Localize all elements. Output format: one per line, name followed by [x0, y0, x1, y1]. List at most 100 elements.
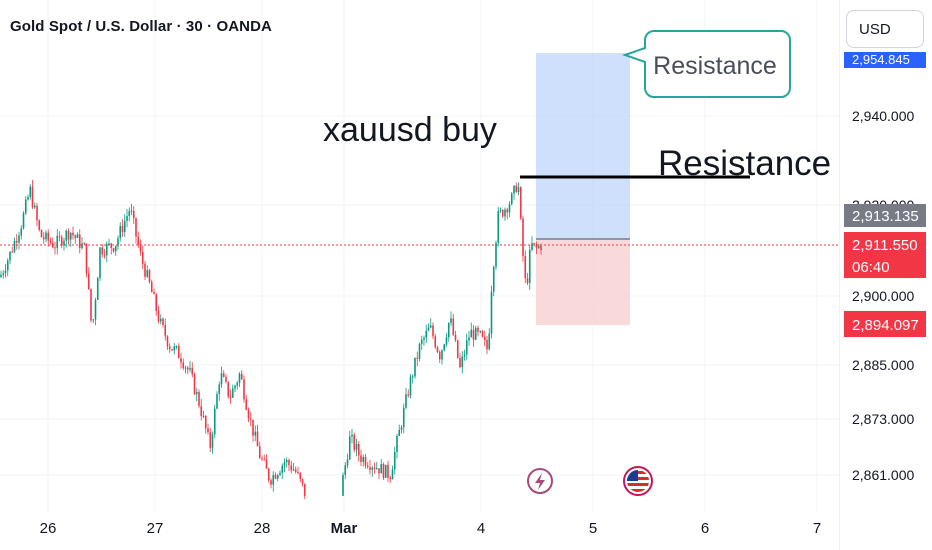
- candle-body: [96, 278, 99, 300]
- candle-body: [85, 243, 88, 274]
- candle-body: [470, 329, 473, 338]
- candle-body: [202, 415, 205, 417]
- candle-body: [20, 228, 23, 236]
- candle-body: [141, 251, 144, 264]
- candle-body: [121, 225, 124, 232]
- candle-body: [270, 480, 272, 485]
- candle-body: [378, 468, 380, 474]
- price-tag-hidden-text: 2,954.845: [852, 52, 910, 67]
- candle-body: [207, 428, 209, 433]
- y-tick-label: 2,861.000: [852, 467, 914, 483]
- candle-body: [382, 464, 385, 478]
- candle-body: [450, 318, 452, 323]
- candle-body: [434, 336, 437, 348]
- candle-body: [294, 469, 297, 472]
- candle-body: [31, 186, 34, 208]
- candle-body: [128, 211, 131, 216]
- candle-body: [254, 431, 257, 436]
- candle-body: [153, 292, 155, 295]
- candle-body: [249, 418, 252, 420]
- candle-body: [74, 235, 77, 238]
- x-tick-label: Mar: [331, 520, 358, 537]
- candle-body: [344, 465, 347, 475]
- candle-body: [360, 455, 362, 462]
- us-flag-icon[interactable]: [623, 466, 653, 496]
- candle-body: [211, 434, 214, 448]
- candle-body: [209, 432, 212, 448]
- candle-body: [2, 273, 5, 275]
- candle-body: [222, 373, 225, 377]
- candle-body: [535, 244, 538, 248]
- y-tick-label: 2,900.000: [852, 288, 914, 304]
- candle-body: [38, 220, 41, 230]
- candle-body: [477, 327, 479, 332]
- candle-body: [40, 229, 43, 238]
- candle-body: [123, 220, 126, 232]
- candle-body: [375, 468, 378, 470]
- candle-body: [139, 245, 142, 252]
- candle-body: [348, 436, 351, 460]
- candle-body: [234, 385, 236, 389]
- candle-body: [508, 204, 511, 213]
- candles: [0, 179, 542, 500]
- candle-body: [54, 247, 56, 249]
- x-tick-label: 26: [40, 520, 57, 537]
- candle-body: [366, 465, 369, 468]
- candle-body: [443, 344, 446, 351]
- candle-body: [157, 310, 160, 322]
- resistance-callout[interactable]: [621, 30, 791, 98]
- candle-body: [540, 245, 542, 251]
- candle-body: [218, 384, 221, 395]
- candle-body: [486, 339, 488, 350]
- candle-body: [492, 266, 495, 292]
- candle-body: [99, 247, 101, 279]
- candle-body: [353, 434, 356, 450]
- candle-body: [189, 367, 191, 370]
- candle-body: [510, 193, 513, 205]
- candle-body: [126, 215, 128, 221]
- candle-body: [220, 373, 223, 385]
- candle-body: [36, 205, 38, 221]
- candle-body: [355, 443, 358, 450]
- candle-body: [186, 367, 189, 370]
- candle-body: [175, 346, 178, 348]
- candle-body: [229, 396, 232, 398]
- candle-body: [517, 187, 520, 193]
- x-tick-label: 5: [589, 520, 597, 537]
- candle-body: [423, 337, 425, 340]
- candle-body: [177, 346, 180, 359]
- candle-body: [150, 281, 153, 293]
- candle-body: [60, 237, 63, 246]
- candle-body: [155, 294, 158, 311]
- time-axis: 26 27 28 Mar 4 5 6 7: [40, 520, 822, 537]
- candle-body: [144, 263, 146, 277]
- candle-body: [301, 478, 304, 484]
- candle-body: [231, 388, 234, 398]
- candle-body: [463, 354, 466, 357]
- candle-body: [267, 468, 270, 481]
- candle-body: [245, 399, 248, 410]
- candle-body: [193, 374, 196, 395]
- candle-body: [391, 469, 394, 480]
- candle-body: [94, 299, 97, 320]
- candle-body: [364, 457, 367, 466]
- candle-body: [135, 218, 137, 237]
- candle-body: [528, 249, 531, 283]
- currency-button[interactable]: USD: [846, 10, 924, 48]
- candle-body: [101, 247, 104, 255]
- candle-body: [227, 381, 230, 397]
- candle-body: [243, 379, 245, 400]
- candle-body: [240, 373, 243, 380]
- candle-body: [504, 209, 506, 217]
- candle-body: [24, 199, 27, 214]
- candle-body: [58, 235, 61, 238]
- x-tick-label: 28: [254, 520, 271, 537]
- candle-body: [63, 240, 65, 246]
- candle-body: [9, 251, 11, 261]
- price-tag-stop-text: 2,913.135: [852, 208, 919, 225]
- lightning-icon[interactable]: [527, 468, 553, 494]
- candle-body: [90, 288, 92, 321]
- candle-body: [438, 352, 441, 360]
- candle-body: [414, 357, 416, 377]
